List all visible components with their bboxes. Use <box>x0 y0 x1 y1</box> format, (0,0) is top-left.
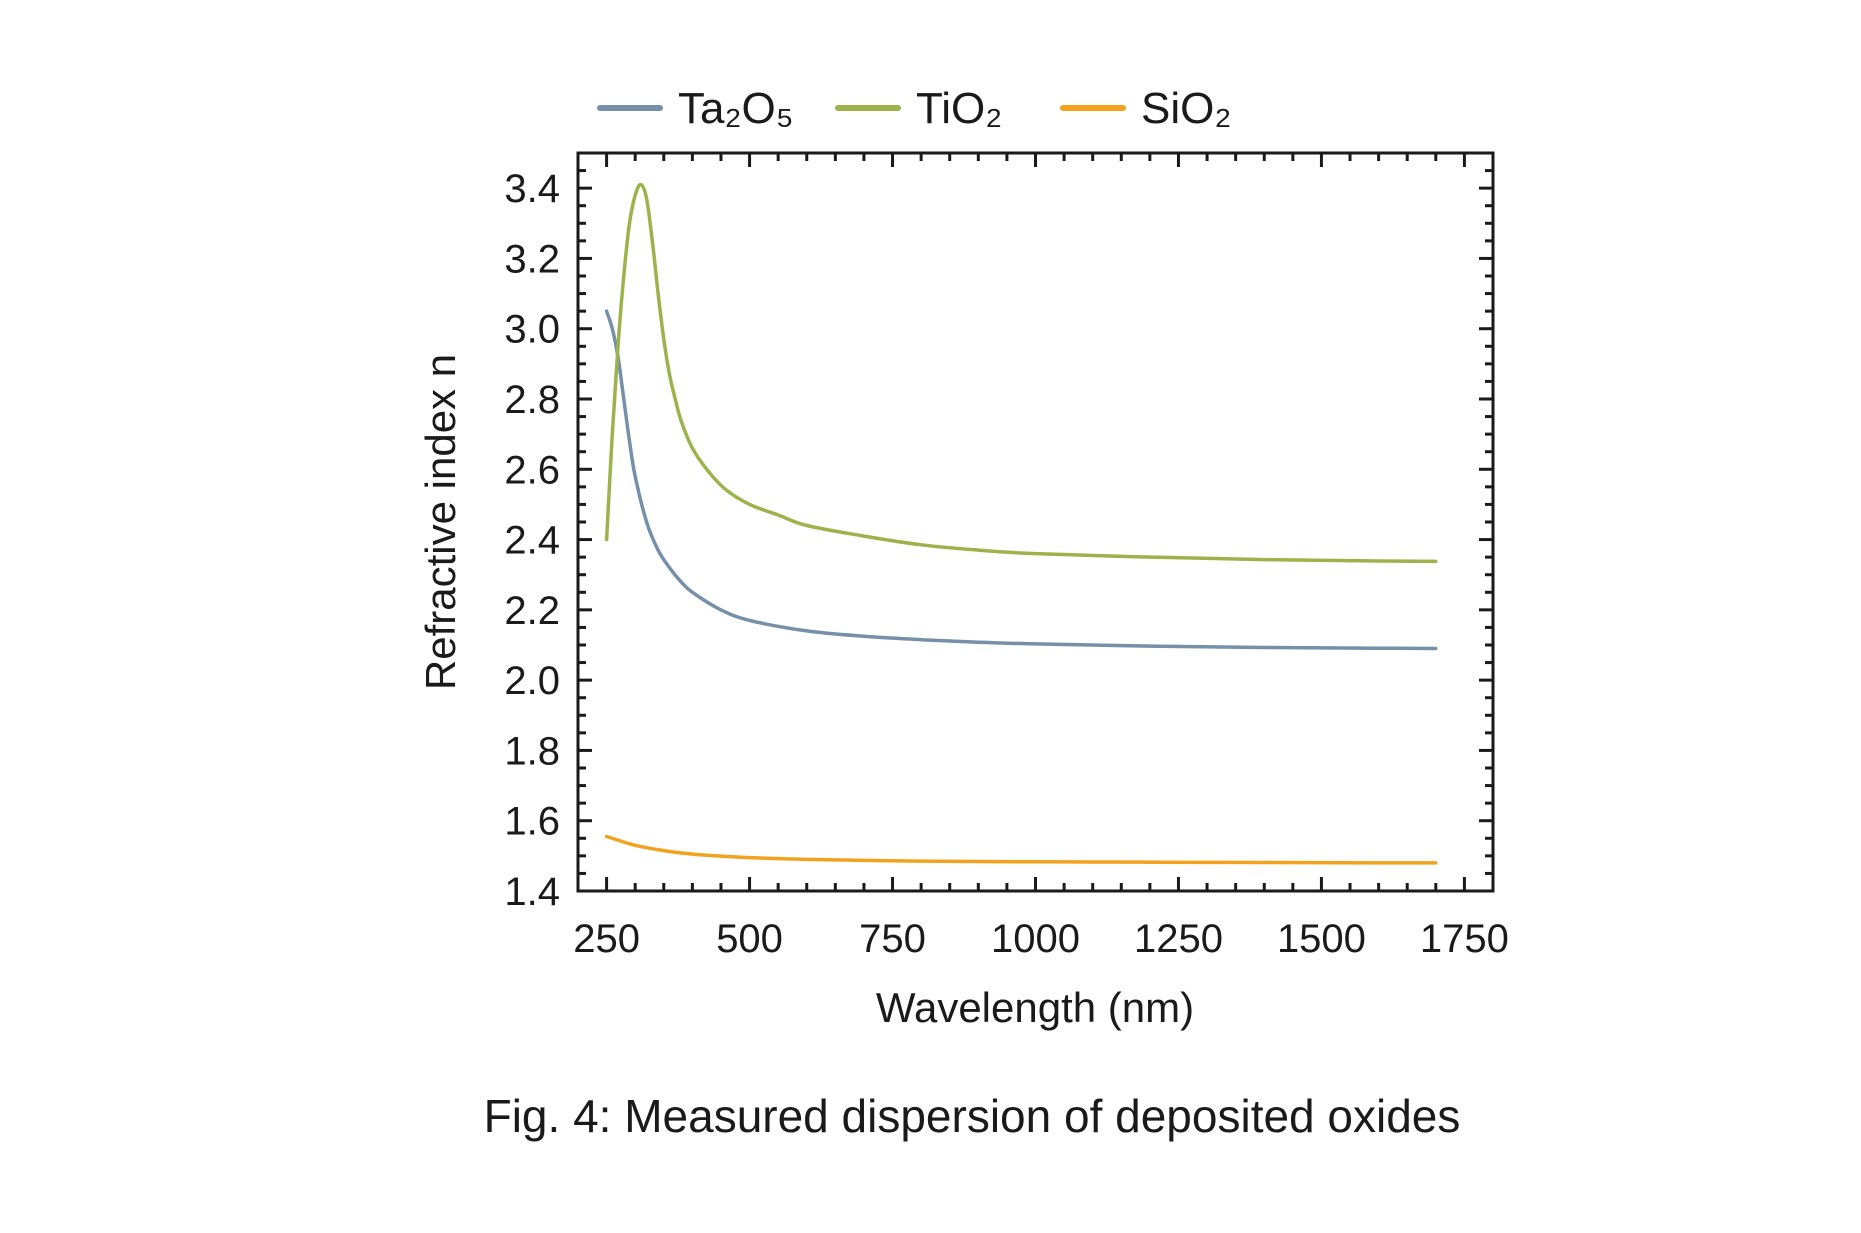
legend-label-ta2o5: Ta₂O₅ <box>678 84 794 133</box>
y-tick-labels: 1.4 1.6 1.8 2.0 2.2 2.4 2.6 2.8 3.0 3.2 3.4 <box>504 167 560 914</box>
series-line-sio2 <box>604 834 1438 865</box>
y-tick-label: 1.6 <box>504 800 560 844</box>
y-tick-label: 1.4 <box>504 870 560 914</box>
x-tick-label: 1250 <box>1134 917 1223 961</box>
axis-ticks <box>578 151 1493 893</box>
legend-label-sio2: SiO₂ <box>1141 84 1231 133</box>
y-tick-label: 1.8 <box>504 729 560 773</box>
x-tick-label: 1500 <box>1277 917 1366 961</box>
plot-frame <box>576 151 1495 893</box>
series-line-tio2 <box>604 182 1438 564</box>
y-tick-label: 3.0 <box>504 308 560 352</box>
x-tick-label: 250 <box>573 917 640 961</box>
plot-curves <box>604 182 1438 865</box>
y-tick-label: 2.8 <box>504 378 560 422</box>
y-tick-label: 3.2 <box>504 237 560 281</box>
x-tick-label: 750 <box>859 917 926 961</box>
x-tick-label: 1750 <box>1420 917 1509 961</box>
x-tick-label: 1000 <box>991 917 1080 961</box>
x-tick-label: 500 <box>716 917 783 961</box>
legend-label-tio2: TiO₂ <box>916 84 1002 133</box>
figure-caption: Fig. 4: Measured dispersion of deposited… <box>484 1090 1461 1142</box>
y-tick-label: 2.4 <box>504 519 560 563</box>
y-tick-label: 2.0 <box>504 659 560 703</box>
legend: Ta₂O₅ TiO₂ SiO₂ <box>597 84 1231 133</box>
y-tick-label: 2.6 <box>504 448 560 492</box>
series-line-ta2o5 <box>604 309 1438 651</box>
y-tick-label: 2.2 <box>504 589 560 633</box>
y-tick-label: 3.4 <box>504 167 560 211</box>
y-axis-label: Refractive index n <box>417 354 464 690</box>
x-axis-label: Wavelength (nm) <box>876 984 1194 1031</box>
x-tick-labels: 250 500 750 1000 1250 1500 1750 <box>573 917 1509 961</box>
